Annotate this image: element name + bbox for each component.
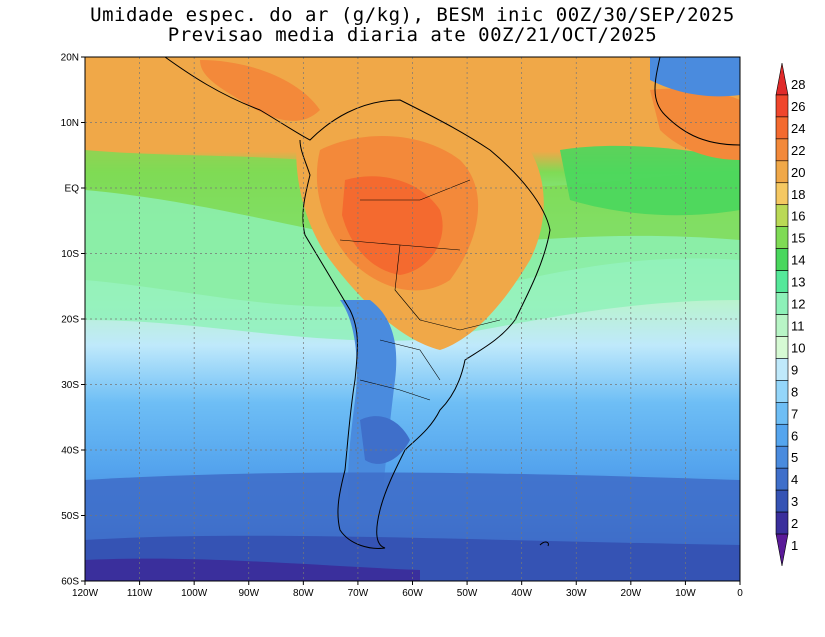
colorbar-label: 2 (791, 516, 798, 531)
colorbar-swatch (775, 160, 789, 184)
colorbar-swatch (775, 270, 789, 293)
colorbar-swatch (775, 226, 789, 249)
colorbar-swatch (775, 116, 789, 140)
colorbar-swatch (775, 402, 789, 425)
colorbar-label: 3 (791, 494, 798, 509)
colorbar-label: 4 (791, 472, 798, 487)
colorbar-swatch (775, 489, 789, 513)
longitude-axis: 120W 110W 100W 90W 80W 70W 60W 50W 40W 30W 20W 10W 0 (72, 581, 743, 599)
colorbar-label: 16 (791, 209, 805, 224)
latitude-tick-label: 60S (61, 577, 79, 588)
colorbar-swatch (775, 511, 789, 535)
longitude-tick-label: 10W (675, 588, 696, 599)
colorbar-swatch (775, 138, 789, 162)
latitude-tick-label: 10N (61, 118, 79, 129)
latitude-tick-label: 40S (61, 446, 79, 457)
colorbar-swatch (775, 380, 789, 403)
latitude-tick-label: 20N (61, 53, 79, 64)
colorbar-label: 10 (791, 340, 805, 355)
colorbar-label: 14 (791, 253, 805, 268)
colorbar-label: 13 (791, 275, 805, 290)
colorbar-label: 8 (791, 384, 798, 399)
colorbar-swatch (775, 336, 789, 359)
latitude-axis: 20N 10N EQ 10S 20S 30S 40S 50S 60S (61, 53, 85, 588)
colorbar-label: 15 (791, 231, 805, 246)
longitude-tick-label: 50W (457, 588, 478, 599)
colorbar-swatch (775, 467, 789, 491)
longitude-tick-label: 80W (293, 588, 314, 599)
longitude-tick-label: 90W (238, 588, 259, 599)
colorbar-swatch (775, 423, 789, 447)
longitude-tick-label: 110W (127, 588, 153, 599)
colorbar-label: 18 (791, 187, 805, 202)
colorbar-swatch (775, 182, 789, 206)
colorbar-label: 7 (791, 406, 798, 421)
coastlines (164, 57, 740, 549)
colorbar-label: 5 (791, 450, 798, 465)
colorbar-label: 1 (791, 538, 798, 553)
colorbar-label: 26 (791, 99, 805, 114)
colorbar-swatch (775, 445, 789, 469)
colorbar: 28 26 24 22 20 18 16 15 14 13 12 11 10 9 8 7 6 5 4 3 2 1 (775, 62, 805, 567)
colorbar-label: 9 (791, 362, 798, 377)
country-borders (339, 179, 501, 401)
longitude-tick-label: 100W (181, 588, 208, 599)
colorbar-swatch (775, 358, 789, 381)
longitude-tick-label: 30W (566, 588, 587, 599)
colorbar-swatch (775, 292, 789, 315)
longitude-tick-label: 60W (402, 588, 423, 599)
colorbar-swatch (775, 204, 789, 227)
colorbar-label: 28 (791, 77, 805, 92)
latitude-tick-label: 50S (61, 511, 79, 522)
latitude-tick-label: EQ (65, 184, 80, 195)
colorbar-label: 12 (791, 297, 805, 312)
latitude-tick-label: 20S (61, 315, 79, 326)
colorbar-label: 24 (791, 121, 805, 136)
longitude-tick-label: 20W (621, 588, 642, 599)
colorbar-label: 22 (791, 143, 805, 158)
colorbar-swatch (775, 533, 789, 567)
colorbar-label: 20 (791, 165, 805, 180)
colorbar-swatch (775, 94, 789, 118)
longitude-tick-label: 40W (511, 588, 532, 599)
longitude-tick-label: 70W (348, 588, 369, 599)
colorbar-swatch (775, 248, 789, 271)
colorbar-swatch (775, 62, 789, 96)
colorbar-label: 6 (791, 428, 798, 443)
colorbar-label: 11 (791, 318, 805, 333)
colorbar-swatch (775, 314, 789, 337)
latitude-tick-label: 10S (61, 249, 79, 260)
latitude-tick-label: 30S (61, 380, 79, 391)
chart-title-line2: Previsao media diaria ate 00Z/21/OCT/202… (167, 24, 658, 46)
chart-title-line1: Umidade espec. do ar (g/kg), BESM inic 0… (90, 4, 735, 26)
gridlines (85, 57, 740, 581)
longitude-tick-label: 0 (737, 588, 743, 599)
longitude-tick-label: 120W (72, 588, 99, 599)
